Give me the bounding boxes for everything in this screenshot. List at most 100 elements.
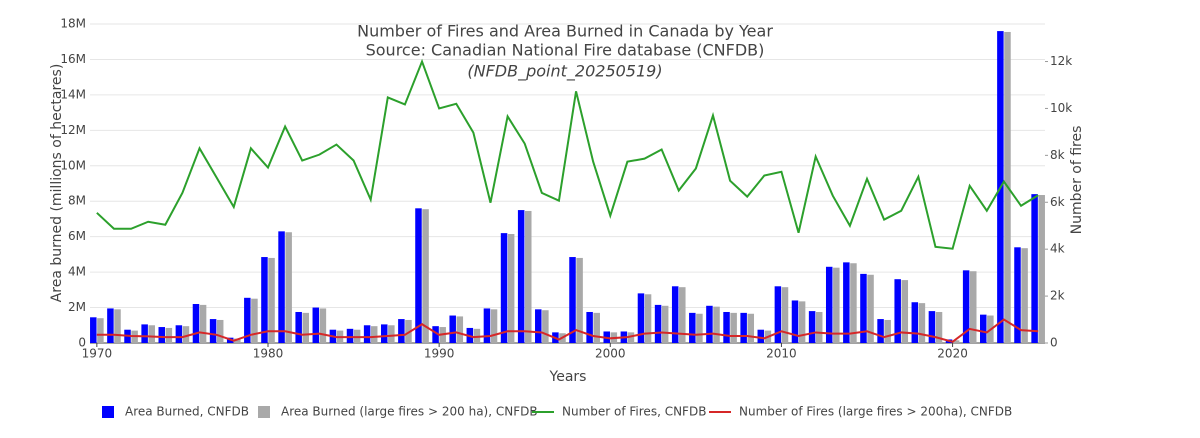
bar: [535, 309, 542, 343]
bar: [490, 309, 498, 343]
y2-tick-label: 12k: [1050, 54, 1072, 68]
bar: [576, 257, 583, 343]
bar: [175, 325, 183, 343]
legend-label: Area Burned (large fires > 200 ha), CNFD…: [281, 405, 538, 419]
bar: [97, 318, 104, 343]
bar: [415, 208, 422, 343]
bar: [148, 325, 155, 343]
legend-label: Area Burned, CNFDB: [125, 405, 249, 419]
bar: [679, 287, 686, 343]
bar: [192, 304, 200, 343]
legend-swatch: [258, 406, 270, 418]
bar: [500, 233, 508, 343]
bar: [569, 257, 576, 343]
bar: [319, 308, 327, 343]
bar: [962, 270, 970, 343]
y-tick-label: 6M: [68, 229, 86, 243]
bar: [637, 293, 645, 343]
bar: [302, 312, 310, 343]
x-tick-label: 2020: [937, 347, 968, 361]
bar: [285, 232, 292, 343]
bar: [774, 286, 782, 343]
bar: [456, 316, 464, 343]
bar: [627, 332, 635, 343]
bar: [380, 324, 388, 343]
bar: [141, 324, 148, 343]
bar: [911, 302, 919, 343]
bar: [483, 308, 491, 343]
bar: [268, 257, 275, 343]
x-tick-label: 1990: [424, 347, 455, 361]
bar: [740, 312, 747, 343]
bar: [696, 313, 703, 343]
bar: [251, 298, 258, 343]
bar: [507, 234, 515, 343]
x-tick-label: 2010: [766, 347, 797, 361]
bar: [182, 326, 190, 343]
bar: [1014, 247, 1021, 343]
y-tick-label: 12M: [60, 123, 86, 137]
bar: [901, 280, 909, 343]
bar: [593, 312, 600, 343]
bar: [808, 311, 816, 343]
bar: [860, 273, 867, 343]
bar: [517, 210, 525, 343]
bar: [867, 274, 874, 343]
bar: [398, 319, 405, 343]
bar: [671, 286, 679, 343]
chart-subtitle: Source: Canadian National Fire database …: [366, 41, 765, 60]
bar: [278, 231, 285, 343]
bar: [644, 294, 652, 343]
y-tick-label: 4M: [68, 265, 86, 279]
bar: [781, 287, 789, 343]
bar: [952, 340, 960, 343]
legend-label: Number of Fires, CNFDB: [562, 405, 706, 419]
bar: [244, 297, 251, 343]
bar: [295, 311, 302, 343]
bar: [815, 311, 823, 343]
bar: [969, 271, 977, 343]
bar: [723, 311, 730, 343]
bar: [165, 327, 173, 343]
bar: [346, 328, 354, 343]
x-tick-label: 2000: [595, 347, 626, 361]
bar: [833, 267, 840, 343]
bar: [90, 317, 97, 343]
legend-label: Number of Fires (large fires > 200ha), C…: [739, 405, 1012, 419]
chart-subtitle: (NFDB_point_20250519): [467, 62, 662, 82]
bar: [542, 310, 549, 343]
x-tick-label: 1980: [253, 347, 284, 361]
x-axis-title: Years: [549, 369, 587, 385]
y-axis-title: Area burned (millions of hectares): [49, 64, 65, 303]
y2-axis-title: Number of fires: [1069, 126, 1085, 235]
y2-tick-label: 8k: [1050, 148, 1065, 162]
y-tick-label: 16M: [60, 52, 86, 66]
bar: [261, 257, 268, 343]
y2-tick-label: 6k: [1050, 195, 1065, 209]
chart-title: Number of Fires and Area Burned in Canad…: [357, 22, 773, 41]
bar: [586, 311, 593, 343]
bar: [980, 314, 987, 343]
bar: [918, 303, 926, 343]
bar: [525, 210, 532, 343]
bar: [388, 325, 395, 343]
bar: [312, 307, 320, 343]
bar: [877, 319, 884, 343]
x-tick-label: 1970: [82, 347, 113, 361]
y-tick-label: 10M: [60, 158, 86, 172]
bar: [654, 304, 662, 343]
y-tick-label: 2M: [68, 300, 86, 314]
bar: [199, 304, 207, 343]
bar: [757, 329, 765, 343]
bar: [825, 266, 833, 343]
bar: [363, 325, 371, 343]
y2-tick-label: 4k: [1050, 242, 1065, 256]
y-tick-label: 18M: [60, 17, 86, 31]
line: [96, 318, 1039, 343]
bar: [107, 308, 114, 343]
y2-tick-label: 2k: [1050, 289, 1065, 303]
legend-swatch: [102, 406, 114, 418]
bar: [1031, 194, 1038, 343]
bar: [449, 315, 456, 343]
bar: [884, 319, 891, 343]
